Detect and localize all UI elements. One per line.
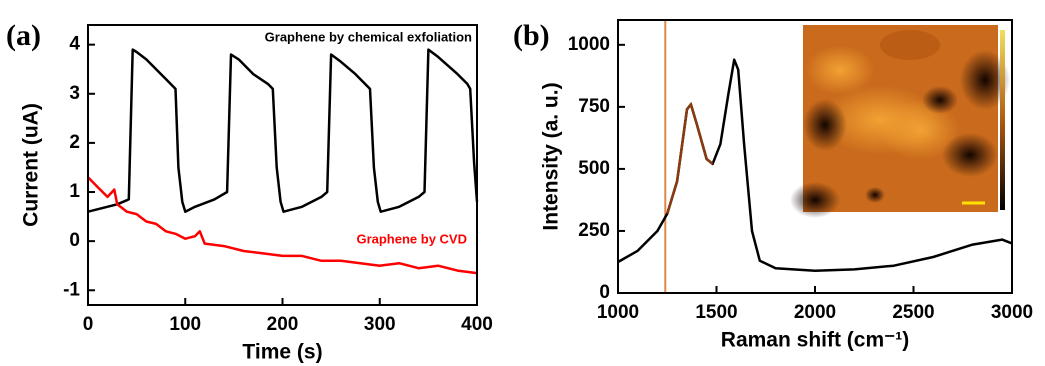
x-tick-label: 0 bbox=[83, 314, 94, 335]
panel-label: (a) bbox=[6, 19, 41, 52]
x-axis-label: Time (s) bbox=[242, 341, 322, 364]
plot-frame bbox=[88, 25, 477, 305]
y-tick-label: 500 bbox=[578, 158, 610, 179]
y-tick-label: 2 bbox=[69, 132, 80, 153]
x-tick-label: 200 bbox=[267, 314, 299, 335]
y-tick-label: 250 bbox=[578, 220, 610, 241]
x-tick-label: 2000 bbox=[794, 302, 836, 323]
x-tick-label: 100 bbox=[169, 314, 201, 335]
y-axis-label: Current (uA) bbox=[20, 103, 43, 227]
y-tick-label: 750 bbox=[578, 96, 610, 117]
y-tick-label: 1000 bbox=[568, 34, 610, 55]
figure: 0100200300400-101234Graphene by chemical… bbox=[0, 0, 1045, 366]
y-tick-label: 4 bbox=[69, 34, 80, 55]
highlighted-line bbox=[667, 104, 712, 213]
y-axis-label: Intensity (a. u.) bbox=[540, 82, 563, 230]
series-label: Graphene by chemical exfoliation bbox=[265, 29, 472, 44]
raman-map-inset bbox=[790, 25, 1010, 218]
x-tick-label: 400 bbox=[461, 314, 493, 335]
y-tick-label: 3 bbox=[69, 83, 80, 104]
x-tick-label: 1500 bbox=[695, 302, 737, 323]
y-tick-label: 0 bbox=[599, 282, 610, 303]
data-line bbox=[88, 50, 477, 212]
y-tick-label: -1 bbox=[63, 279, 80, 300]
x-tick-label: 3000 bbox=[991, 302, 1033, 323]
x-tick-label: 1000 bbox=[597, 302, 639, 323]
panel-label: (b) bbox=[513, 19, 550, 52]
y-tick-label: 0 bbox=[69, 230, 80, 251]
x-tick-label: 300 bbox=[364, 314, 396, 335]
data-line bbox=[88, 177, 477, 273]
x-axis-label: Raman shift (cm⁻¹) bbox=[721, 329, 909, 352]
y-tick-label: 1 bbox=[69, 181, 80, 202]
x-tick-label: 2500 bbox=[892, 302, 934, 323]
series-label: Graphene by CVD bbox=[356, 231, 467, 246]
